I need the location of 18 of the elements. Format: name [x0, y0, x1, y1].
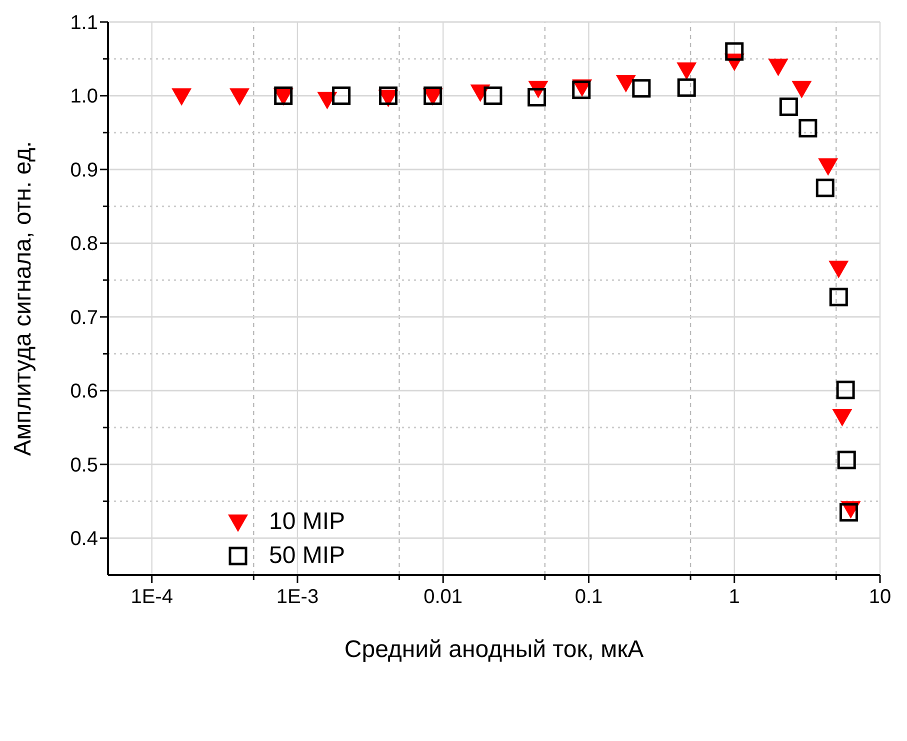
y-tick-label: 0.6: [70, 380, 98, 403]
y-tick-label: 1.0: [70, 86, 98, 108]
x-tick-label: 1E-3: [276, 586, 319, 608]
y-tick-label: 0.9: [70, 159, 98, 182]
y-tick-label: 0.7: [70, 306, 98, 329]
y-axis-title: Амплитуда сигнала, отн. ед.: [10, 141, 37, 456]
x-tick-label: 1E-4: [130, 586, 173, 608]
y-tick-label: 1.1: [70, 12, 98, 34]
legend-label: 50 MIP: [269, 542, 346, 570]
x-axis-title: Средний анодный ток, мкА: [344, 636, 644, 663]
x-tick-label: 1: [728, 586, 740, 608]
x-tick-label: 0.01: [424, 586, 463, 608]
x-tick-label: 0.1: [574, 586, 603, 608]
legend-label: 10 MIP: [269, 508, 346, 536]
y-tick-label: 0.5: [70, 454, 98, 476]
y-tick-label: 0.4: [70, 528, 98, 550]
x-tick-label: 10: [868, 586, 892, 608]
y-tick-label: 0.8: [70, 233, 98, 256]
